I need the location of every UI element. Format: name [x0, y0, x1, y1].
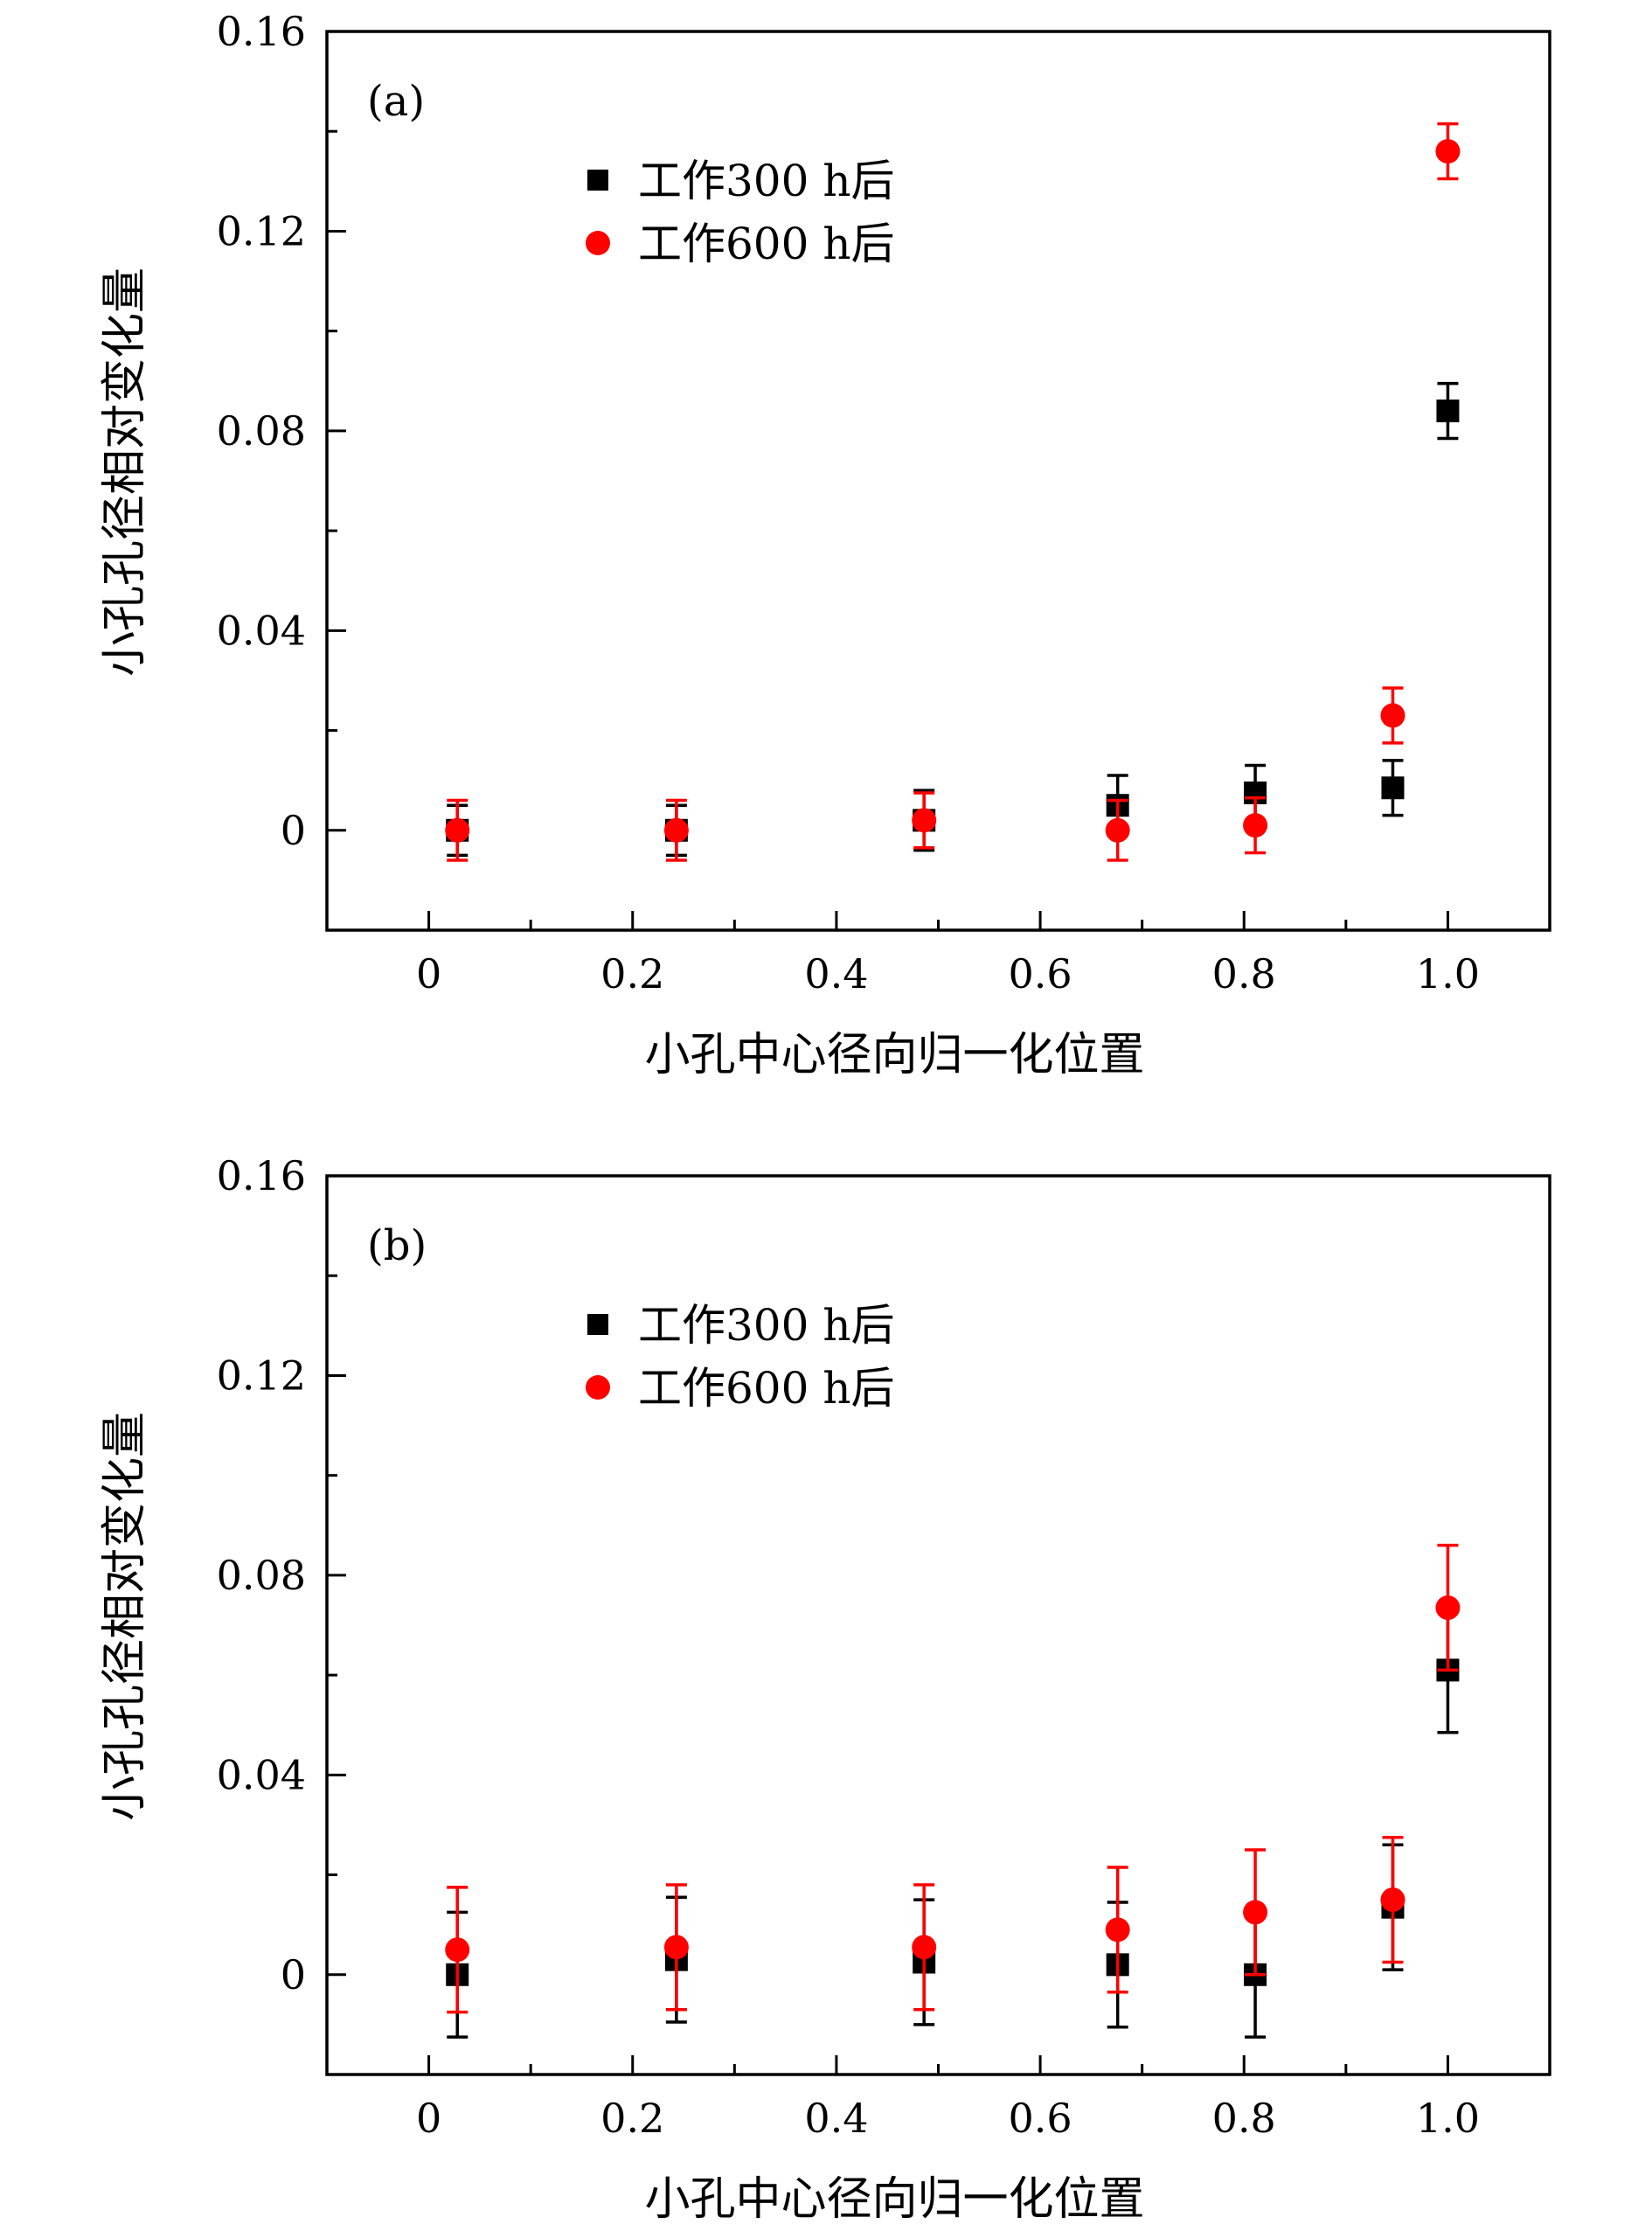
data-point-circle: [1105, 817, 1130, 843]
data-point-circle: [1105, 1917, 1130, 1943]
y-tick-label: 0: [281, 807, 306, 854]
legend-label: 工作300 h后: [638, 156, 895, 206]
x-tick-label: 1.0: [1416, 950, 1480, 997]
legend-marker-circle: [586, 231, 610, 255]
y-tick-label: 0: [281, 1951, 306, 1998]
data-point-circle: [912, 1935, 937, 1960]
x-tick-label: 0.2: [600, 950, 664, 997]
y-tick-label: 0.08: [217, 1552, 306, 1599]
x-axis-title: 小孔中心径向归一化位置: [644, 2173, 1144, 2226]
data-point-circle: [912, 808, 937, 833]
y-tick-label: 0.04: [217, 1751, 306, 1798]
data-point-square: [1381, 776, 1405, 800]
x-tick-label: 0.4: [804, 950, 868, 997]
plot-frame: [325, 1174, 1551, 2076]
y-axis-title: 小孔孔径相对变化量: [99, 1412, 151, 1821]
data-point-circle: [663, 817, 689, 843]
x-tick-label: 0.6: [1009, 2095, 1072, 2142]
data-point-circle: [445, 817, 470, 843]
series-300h: [446, 1606, 1460, 2039]
y-tick-label: 0.12: [217, 207, 306, 254]
chart-panel-b: 0 0.2 0.4 0.6 0.8 1.0 0 0.04 0.08 0.12 0.16 小孔中心径向归…: [99, 1152, 1551, 2226]
chart-panel-a: 0 0.2 0.4 0.6 0.8 1.0 0 0.04 0.08 0.12 0.16 小孔中心径向归…: [99, 8, 1551, 1081]
x-tick-label: 1.0: [1416, 2095, 1480, 2142]
x-tick-label: 0.8: [1212, 950, 1276, 997]
data-point-circle: [1435, 139, 1461, 164]
panel-label: (b): [367, 1221, 427, 1270]
data-point-square: [1436, 400, 1460, 423]
data-point-circle: [1380, 703, 1406, 728]
legend-label: 工作600 h后: [638, 1363, 895, 1414]
y-tick-label: 0.12: [217, 1352, 306, 1399]
panel-label: (a): [367, 77, 425, 126]
data-point-circle: [1243, 1900, 1268, 1925]
plot-frame: [325, 30, 1551, 932]
y-tick-label: 0.16: [217, 8, 306, 55]
data-point-circle: [1380, 1887, 1406, 1913]
x-tick-label: 0.4: [804, 2095, 868, 2142]
x-tick-label: 0.8: [1212, 2095, 1276, 2142]
legend-label: 工作300 h后: [638, 1300, 895, 1351]
series-300h: [446, 381, 1460, 858]
data-point-circle: [663, 1935, 689, 1960]
legend-label: 工作600 h后: [638, 219, 895, 269]
y-tick-label: 0.08: [217, 407, 306, 455]
legend-marker-circle: [586, 1375, 610, 1400]
x-tick-label: 0.6: [1009, 950, 1072, 997]
series-600h: [445, 122, 1461, 862]
legend-marker-square: [587, 170, 608, 191]
data-point-circle: [1243, 813, 1268, 838]
x-axis-title: 小孔中心径向归一化位置: [644, 1029, 1144, 1081]
legend-marker-square: [587, 1314, 608, 1335]
y-tick-label: 0.16: [217, 1152, 306, 1199]
series-600h: [445, 1543, 1461, 2014]
y-tick-label: 0.04: [217, 607, 306, 654]
data-point-circle: [445, 1937, 470, 1963]
x-tick-label: 0: [416, 2095, 441, 2142]
x-tick-label: 0.2: [600, 2095, 664, 2142]
x-tick-label: 0: [416, 950, 441, 997]
data-point-circle: [1435, 1595, 1461, 1621]
y-axis-title: 小孔孔径相对变化量: [99, 268, 151, 677]
